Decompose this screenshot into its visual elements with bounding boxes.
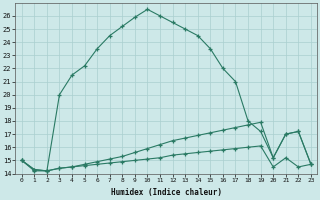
X-axis label: Humidex (Indice chaleur): Humidex (Indice chaleur): [111, 188, 222, 197]
